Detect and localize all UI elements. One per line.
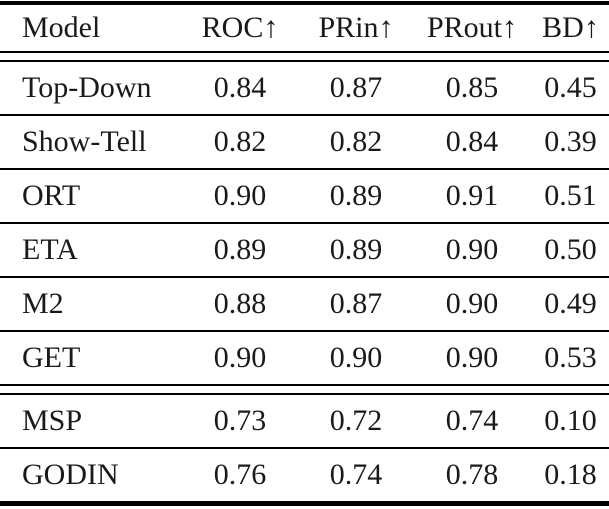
model-name-cell: ORT — [22, 179, 81, 212]
table-row-eta: ETA 0.89 0.89 0.90 0.50 — [0, 224, 609, 278]
model-name-cell: Show-Tell — [22, 125, 147, 158]
metric-value-cell: 0.74 — [329, 458, 383, 491]
model-name-cell: Top-Down — [22, 71, 152, 104]
metric-value-cell: 0.90 — [445, 233, 499, 266]
metric-value-cell: 0.78 — [445, 458, 499, 491]
header-double-rule — [0, 51, 609, 62]
metric-value-cell: 0.89 — [213, 233, 267, 266]
model-name-cell: GODIN — [22, 458, 119, 491]
metric-value-cell: 0.18 — [544, 458, 597, 491]
metric-value-cell: 0.89 — [329, 179, 383, 212]
column-header-roc: ROC↑ — [201, 11, 279, 44]
table-row-godin: GODIN 0.76 0.74 0.78 0.18 — [0, 449, 609, 501]
metric-value-cell: 0.45 — [544, 71, 597, 104]
metric-value-cell: 0.10 — [544, 404, 597, 437]
group-separator-double-rule — [0, 384, 609, 395]
metric-value-cell: 0.53 — [544, 341, 597, 374]
metric-value-cell: 0.73 — [213, 404, 267, 437]
metric-value-cell: 0.49 — [544, 287, 597, 320]
column-header-prout: PRout↑ — [426, 11, 518, 44]
metric-value-cell: 0.91 — [445, 179, 499, 212]
metric-value-cell: 0.90 — [445, 341, 499, 374]
table-row-m2: M2 0.88 0.87 0.90 0.49 — [0, 278, 609, 332]
column-header-bd: BD↑ — [542, 11, 599, 44]
metric-value-cell: 0.87 — [329, 287, 383, 320]
metric-value-cell: 0.76 — [213, 458, 267, 491]
table-row-ort: ORT 0.90 0.89 0.91 0.51 — [0, 170, 609, 224]
table-row-msp: MSP 0.73 0.72 0.74 0.10 — [0, 395, 609, 449]
table-row-top-down: Top-Down 0.84 0.87 0.85 0.45 — [0, 62, 609, 116]
table-row-show-tell: Show-Tell 0.82 0.82 0.84 0.39 — [0, 116, 609, 170]
model-name-cell: MSP — [22, 404, 83, 437]
metric-value-cell: 0.90 — [445, 287, 499, 320]
model-name-cell: M2 — [22, 287, 64, 320]
metric-value-cell: 0.82 — [329, 125, 383, 158]
metric-value-cell: 0.51 — [544, 179, 597, 212]
table-header-row: Model ROC↑ PRin↑ PRout↑ BD↑ — [0, 5, 609, 51]
model-name-cell: ETA — [22, 233, 78, 266]
column-header-model: Model — [22, 11, 101, 44]
metric-value-cell: 0.90 — [329, 341, 383, 374]
metric-value-cell: 0.84 — [445, 125, 499, 158]
metric-value-cell: 0.87 — [329, 71, 383, 104]
metric-value-cell: 0.90 — [213, 179, 267, 212]
metric-value-cell: 0.39 — [544, 125, 597, 158]
column-header-prin: PRin↑ — [318, 11, 394, 44]
metric-value-cell: 0.84 — [213, 71, 267, 104]
metric-value-cell: 0.82 — [213, 125, 267, 158]
metric-value-cell: 0.50 — [544, 233, 597, 266]
model-name-cell: GET — [22, 341, 81, 374]
metric-value-cell: 0.90 — [213, 341, 267, 374]
metric-value-cell: 0.88 — [213, 287, 267, 320]
metric-value-cell: 0.72 — [329, 404, 383, 437]
metric-value-cell: 0.74 — [445, 404, 499, 437]
metric-value-cell: 0.89 — [329, 233, 383, 266]
metric-value-cell: 0.85 — [445, 71, 499, 104]
table-row-get: GET 0.90 0.90 0.90 0.53 — [0, 332, 609, 384]
